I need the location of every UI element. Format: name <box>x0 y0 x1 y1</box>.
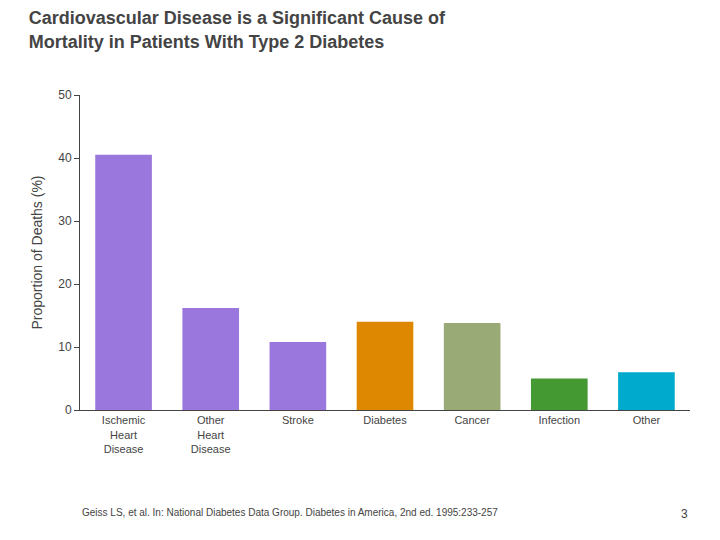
svg-text:Proportion of Deaths (%): Proportion of Deaths (%) <box>29 175 45 329</box>
svg-text:Geiss LS, et al. In: National: Geiss LS, et al. In: National Diabetes D… <box>82 507 498 518</box>
svg-text:OtherHeartDisease: OtherHeartDisease <box>191 414 231 455</box>
svg-text:Stroke: Stroke <box>282 414 314 426</box>
svg-text:10: 10 <box>58 340 72 354</box>
svg-text:Infection: Infection <box>538 414 580 426</box>
svg-text:Cardiovascular Disease is a Si: Cardiovascular Disease is a Significant … <box>29 8 446 51</box>
svg-text:20: 20 <box>58 277 72 291</box>
svg-text:40: 40 <box>58 151 72 165</box>
svg-text:Diabetes: Diabetes <box>363 414 407 426</box>
svg-text:0: 0 <box>65 403 72 417</box>
svg-text:50: 50 <box>58 88 72 102</box>
svg-text:Cancer: Cancer <box>454 414 490 426</box>
svg-text:Other: Other <box>633 414 661 426</box>
svg-text:IschemicHeartDisease: IschemicHeartDisease <box>102 414 146 455</box>
svg-text:30: 30 <box>58 214 72 228</box>
svg-text:3: 3 <box>681 507 688 521</box>
